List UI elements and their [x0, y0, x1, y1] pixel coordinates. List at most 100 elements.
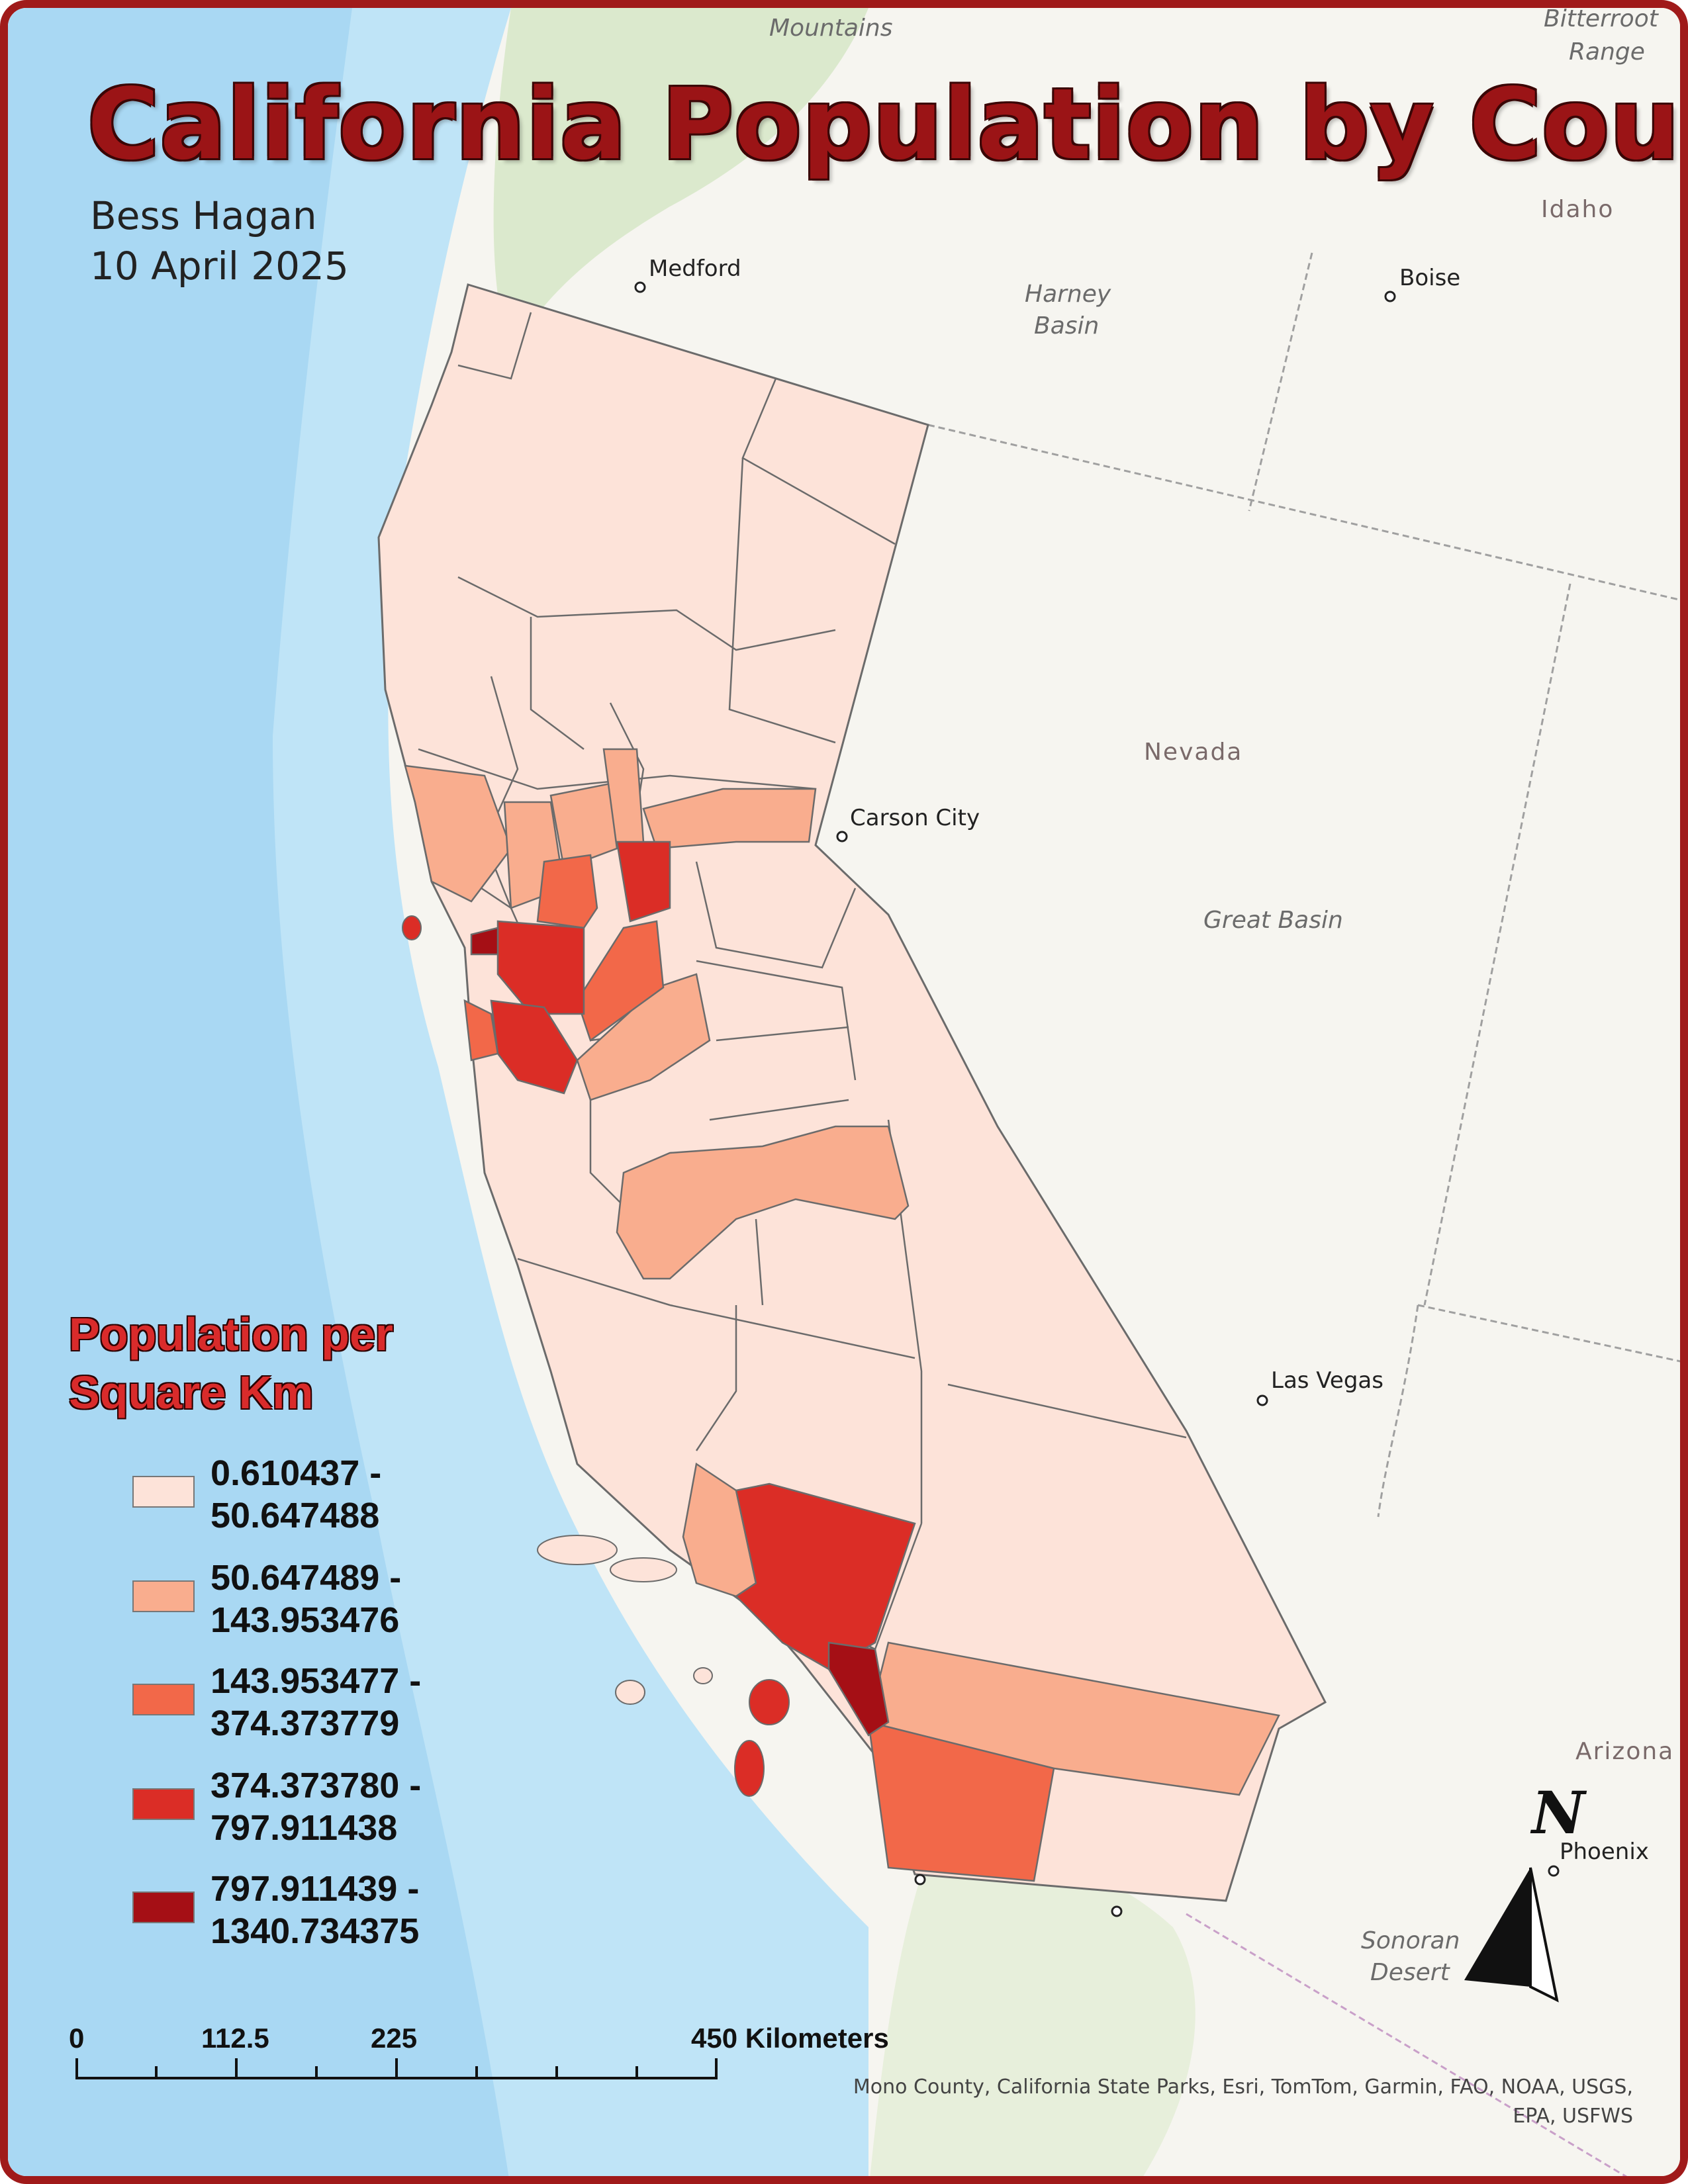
legend-range-min: 797.911439 - [211, 1869, 420, 1909]
county-line [695, 1305, 737, 1451]
deep-ocean [8, 8, 509, 2176]
scale-label-450: 450 Kilometers [691, 2023, 889, 2054]
legend-swatch [132, 1684, 195, 1715]
legend-item: 143.953477 - 374.373779 [132, 1660, 503, 1752]
class-5-counties [470, 927, 890, 1737]
county-line [728, 457, 836, 744]
phoenix-marker [1548, 1865, 1560, 1877]
carson-city-marker [836, 831, 848, 842]
county-line [695, 861, 857, 969]
city-label-medford: Medford [649, 255, 741, 282]
legend-item: 50.647489 - 143.953476 [132, 1557, 503, 1649]
legend-title-line-2: Square Km [69, 1367, 314, 1418]
basemap [8, 8, 1680, 2176]
state-borders [927, 252, 1680, 2176]
tijuana-marker [914, 1874, 926, 1886]
legend-label: 50.647489 - 143.953476 [211, 1557, 528, 1641]
state-label-nevada: Nevada [1144, 739, 1243, 766]
map-title: California Population by County [87, 68, 1688, 181]
desert-vegetation [870, 1855, 1196, 2176]
island [734, 1740, 765, 1797]
scale-label-0: 0 [69, 2023, 85, 2054]
state-label-idaho: Idaho [1541, 196, 1615, 223]
legend-range-max: 797.911438 [211, 1808, 398, 1848]
city-markers [634, 281, 1560, 1917]
region-label-harney: Harney [1025, 281, 1111, 308]
legend-label: 0.610437 - 50.647488 [211, 1452, 528, 1537]
county-line [755, 1218, 764, 1306]
county [867, 1721, 1055, 1882]
legend-item: 374.373780 - 797.911438 [132, 1764, 503, 1857]
city-label-las-vegas: Las Vegas [1271, 1367, 1383, 1394]
nevada-idaho-border [927, 424, 1680, 601]
north-arrow [1464, 1867, 1559, 2003]
medford-marker [634, 281, 646, 293]
legend-swatch [132, 1891, 195, 1923]
county [616, 841, 671, 923]
island [615, 1680, 645, 1705]
region-label-mountains: Mountains [769, 15, 893, 42]
region-label-desert: Desert [1370, 1959, 1450, 1986]
county-line [709, 1099, 849, 1121]
county [404, 764, 512, 903]
nevada-utah-border [1423, 583, 1571, 1306]
legend-swatch [132, 1476, 195, 1508]
county [735, 1482, 916, 1670]
county [827, 1641, 890, 1737]
region-label-bitterroot: Bitterroot [1544, 5, 1658, 32]
legend-item: 0.610437 - 50.647488 [132, 1452, 503, 1545]
utah-arizona-border [1417, 1304, 1680, 1363]
region-label-sonoran: Sonoran [1361, 1927, 1460, 1954]
boise-marker [1384, 291, 1396, 302]
legend-range-min: 0.610437 - [211, 1453, 382, 1493]
county-line [483, 676, 519, 909]
scale-bar [75, 2058, 718, 2079]
legend-range-max: 374.373779 [211, 1704, 400, 1743]
county [496, 920, 585, 1015]
map-date: 10 April 2025 [90, 244, 349, 289]
legend-label: 797.911439 - 1340.734375 [211, 1868, 528, 1952]
class-2-counties [404, 748, 1280, 1796]
city-label-boise: Boise [1399, 265, 1461, 291]
legend-item: 797.911439 - 1340.734375 [132, 1868, 503, 1960]
island [693, 1667, 713, 1684]
scale-label-112-5: 112.5 [201, 2023, 269, 2054]
legend-title: Population per Square Km [69, 1305, 545, 1422]
legend-swatch [132, 1580, 195, 1612]
county [470, 927, 499, 956]
scale-label-225: 225 [371, 2023, 418, 2054]
region-label-great-basin: Great Basin [1203, 907, 1343, 934]
las-vegas-marker [1256, 1394, 1268, 1406]
forest-area [493, 8, 868, 352]
county-line [530, 617, 585, 750]
class-3-counties [463, 854, 1055, 1882]
island [749, 1679, 790, 1725]
island [537, 1535, 618, 1565]
author-name: Bess Hagan [90, 193, 317, 238]
region-label-basin: Basin [1034, 312, 1100, 340]
county-line [696, 960, 857, 1081]
attribution: Mono County, California State Parks, Esr… [802, 2073, 1633, 2131]
county [576, 920, 665, 1042]
legend-label: 143.953477 - 374.373779 [211, 1660, 528, 1745]
legend-range-max: 143.953476 [211, 1600, 400, 1640]
nevada-arizona-border [1377, 1304, 1419, 1518]
legend-title-line-1: Population per [69, 1308, 393, 1360]
legend-range-min: 374.373780 - [211, 1766, 422, 1805]
california-outline [377, 283, 1327, 1902]
oregon-idaho-border [1248, 252, 1313, 512]
legend-range-max: 1340.734375 [211, 1911, 420, 1951]
county [616, 1125, 910, 1280]
county-line [947, 1383, 1187, 1439]
legend-range-min: 143.953477 - [211, 1661, 422, 1701]
county-line [716, 1026, 849, 1042]
region-label-range: Range [1569, 38, 1645, 66]
state-label-arizona: Arizona [1575, 1738, 1675, 1765]
legend-label: 374.373780 - 797.911438 [211, 1764, 528, 1849]
class-4-counties [490, 841, 916, 1670]
mexico-border [1186, 1913, 1628, 2176]
attribution-line-2: EPA, USFWS [1513, 2105, 1633, 2128]
county [536, 854, 598, 929]
red-islands [402, 915, 790, 1797]
city-label-carson-city: Carson City [850, 805, 980, 831]
